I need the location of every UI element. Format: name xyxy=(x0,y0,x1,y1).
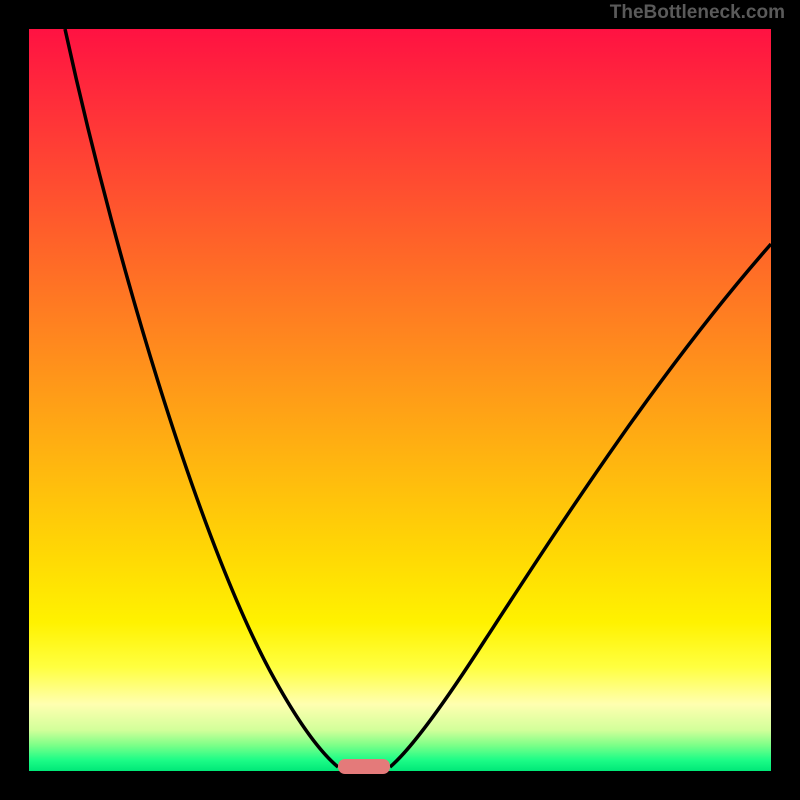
chart-plot-area xyxy=(29,29,771,771)
curve-left xyxy=(65,29,338,767)
curve-right xyxy=(390,244,771,767)
watermark-text: TheBottleneck.com xyxy=(610,2,785,24)
optimal-range-marker xyxy=(338,759,390,774)
bottleneck-curves xyxy=(29,29,771,771)
